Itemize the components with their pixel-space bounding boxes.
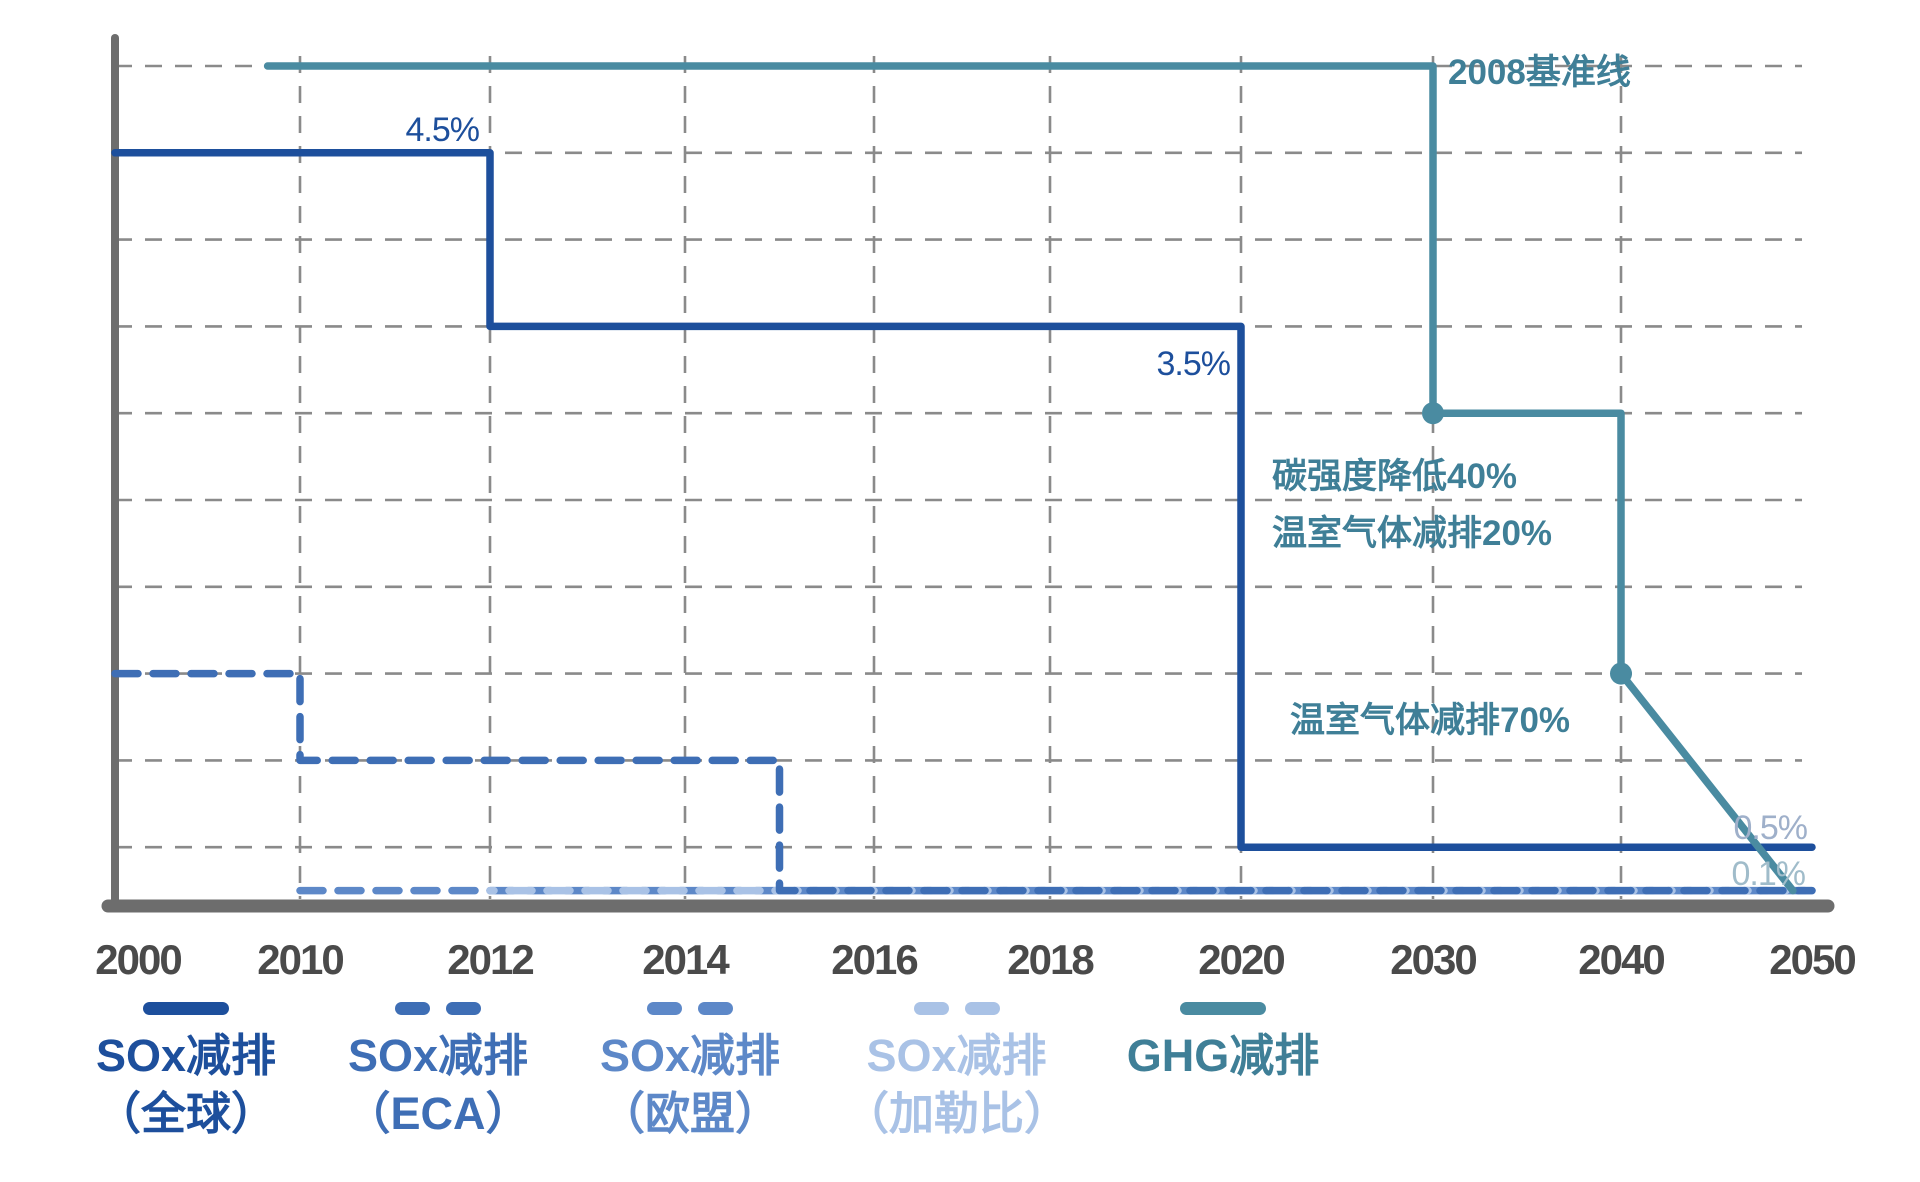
legend: SOx减排 （全球） SOx减排 （ECA） SOx减排 （欧盟） SOx减排 … xyxy=(88,1002,1321,1142)
annotation-2008-baseline: 2008基准线 xyxy=(1448,53,1631,92)
legend-swatch-dashed-line xyxy=(647,1002,733,1015)
legend-swatch-dashed-line xyxy=(913,1002,1000,1015)
legend-label: GHG减排 xyxy=(1127,1027,1320,1085)
grid-layer xyxy=(115,56,1802,899)
x-axis-label: 2016 xyxy=(831,936,917,983)
x-axis-label: 2010 xyxy=(257,936,343,983)
legend-text-line1: SOx减排 xyxy=(95,1030,277,1081)
legend-text-line2: （全球） xyxy=(95,1087,276,1139)
x-axis-label: 2012 xyxy=(447,936,533,983)
annotations: 2008基准线 4.5% 3.5% 碳强度降低40% 温室气体减排20% 温室气… xyxy=(406,53,1809,893)
x-axis-labels: 2000 2010 2012 2014 2016 2018 2020 2030 2040 2050 xyxy=(95,936,1857,983)
legend-item-sox-eu: SOx减排 （欧盟） xyxy=(592,1002,788,1142)
annotation-carbon-intensity-40: 碳强度降低40% xyxy=(1272,457,1517,496)
legend-text-line2: （欧盟） xyxy=(599,1087,780,1139)
legend-label: SOx减排 （欧盟） xyxy=(600,1027,780,1142)
annotation-sox-0-1: 0.1% xyxy=(1732,855,1806,893)
legend-text-line1: SOx减排 xyxy=(347,1030,529,1081)
series-line-sox-global xyxy=(111,149,1816,851)
legend-label: SOx减排 （全球） xyxy=(96,1027,276,1142)
legend-item-sox-caribbean: SOx减排 （加勒比） xyxy=(844,1002,1069,1142)
series-point-ghg xyxy=(1422,402,1444,425)
series-line-sox-eca xyxy=(111,669,1816,895)
legend-text-line2: （加勒比） xyxy=(844,1087,1070,1139)
legend-swatch-dashed-line xyxy=(395,1002,481,1015)
series-line-ghg xyxy=(263,62,1797,895)
legend-label: SOx减排 （加勒比） xyxy=(844,1027,1069,1142)
axes xyxy=(101,34,1835,913)
annotation-sox-3-5: 3.5% xyxy=(1157,345,1231,383)
legend-label: SOx减排 （ECA） xyxy=(345,1027,530,1142)
x-axis-label: 2040 xyxy=(1578,936,1664,983)
legend-text-line1: SOx减排 xyxy=(866,1030,1047,1081)
legend-text-line2: （ECA） xyxy=(345,1087,531,1139)
legend-item-ghg: GHG减排 xyxy=(1125,1002,1321,1142)
x-axis-label: 2030 xyxy=(1390,936,1476,983)
annotation-ghg-reduction-70: 温室气体减排70% xyxy=(1290,700,1570,740)
legend-swatch-solid-line xyxy=(1180,1002,1267,1015)
legend-item-sox-global: SOx减排 （全球） xyxy=(88,1002,284,1142)
annotation-sox-4-5: 4.5% xyxy=(406,111,480,149)
legend-item-sox-eca: SOx减排 （ECA） xyxy=(340,1002,536,1142)
series-layer xyxy=(111,62,1816,895)
legend-swatch-solid-line xyxy=(143,1002,229,1015)
legend-text-line1: SOx减排 xyxy=(599,1030,781,1081)
emissions-regulation-step-chart: 2000 2010 2012 2014 2016 2018 2020 2030 2040 2050… xyxy=(95,34,1857,983)
annotation-ghg-reduction-20: 温室气体减排20% xyxy=(1272,513,1552,553)
series-point-ghg xyxy=(1610,662,1632,685)
annotation-sox-0-5: 0.5% xyxy=(1734,809,1808,847)
x-axis-label: 2050 xyxy=(1769,936,1855,983)
x-axis-label: 2020 xyxy=(1198,936,1284,983)
legend-text-line1: GHG减排 xyxy=(1126,1030,1320,1081)
x-axis-label: 2014 xyxy=(642,936,730,983)
x-axis-label: 2018 xyxy=(1007,936,1094,983)
x-axis-label: 2000 xyxy=(95,936,181,983)
